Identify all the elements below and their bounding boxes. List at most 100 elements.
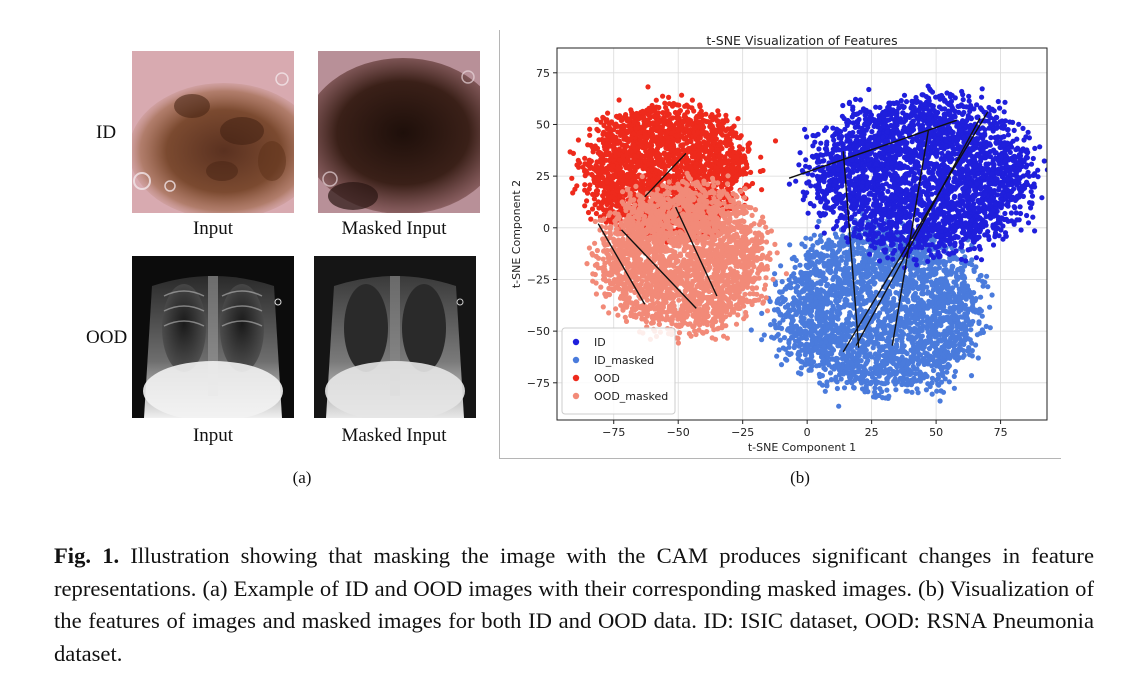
data-point — [836, 362, 842, 368]
data-point — [910, 353, 916, 359]
data-point — [998, 200, 1004, 206]
data-point — [774, 300, 780, 306]
data-point — [943, 282, 949, 288]
data-point — [942, 376, 948, 382]
data-point — [796, 162, 802, 168]
data-point — [795, 356, 801, 362]
data-point — [771, 318, 777, 324]
id-input-label: Input — [192, 218, 234, 239]
data-point — [894, 344, 900, 350]
data-point — [816, 259, 822, 265]
data-point — [969, 298, 975, 304]
data-point — [951, 304, 957, 310]
tsne-scatter-chart: t-SNE Visualization of Features−75 −50 −25… — [510, 33, 1048, 454]
data-point — [903, 371, 909, 377]
data-point — [780, 317, 786, 323]
data-point — [748, 327, 754, 333]
data-point — [798, 314, 804, 320]
data-point — [872, 280, 878, 286]
data-point — [967, 246, 973, 252]
data-point — [886, 156, 893, 162]
data-point — [932, 340, 938, 346]
data-point — [948, 331, 955, 337]
data-point — [896, 357, 902, 363]
data-point — [1011, 127, 1017, 133]
data-point — [943, 339, 949, 346]
data-point — [905, 332, 911, 338]
data-point — [845, 326, 851, 332]
data-point — [904, 388, 910, 394]
data-point — [942, 315, 949, 321]
data-point — [928, 293, 934, 299]
data-point — [1030, 214, 1036, 220]
data-point — [899, 335, 905, 341]
data-point — [845, 353, 851, 359]
data-point — [828, 286, 834, 292]
data-point — [855, 369, 861, 375]
data-point — [904, 284, 910, 290]
data-point — [934, 284, 940, 290]
data-point — [874, 358, 880, 364]
data-point — [892, 376, 898, 382]
data-point — [837, 371, 843, 378]
data-point — [833, 322, 839, 328]
data-point — [940, 331, 946, 337]
data-point — [813, 133, 819, 139]
data-point — [908, 320, 914, 326]
data-point — [830, 125, 836, 131]
data-point — [851, 339, 857, 345]
data-point — [815, 305, 822, 311]
data-point — [900, 361, 906, 367]
data-point — [793, 289, 799, 295]
data-point — [929, 380, 935, 386]
data-point — [957, 274, 963, 280]
data-point — [1029, 193, 1036, 199]
data-point — [1021, 159, 1027, 165]
data-point — [916, 268, 922, 274]
data-point — [886, 308, 892, 314]
data-point — [924, 290, 931, 296]
data-point — [759, 337, 765, 343]
data-point — [802, 193, 808, 199]
data-point — [790, 317, 796, 323]
data-point — [844, 291, 850, 297]
data-point — [966, 188, 972, 194]
data-point — [876, 116, 882, 122]
data-point — [954, 316, 960, 322]
data-point — [949, 289, 956, 296]
data-point — [829, 364, 835, 370]
data-point — [814, 224, 820, 230]
data-point — [836, 403, 842, 409]
data-point — [835, 303, 841, 310]
data-point — [917, 325, 923, 331]
data-point — [814, 286, 820, 292]
data-point — [809, 246, 815, 253]
data-point — [892, 355, 898, 361]
data-point — [822, 388, 828, 394]
data-point — [821, 127, 828, 133]
data-point — [934, 388, 940, 394]
data-point — [976, 310, 982, 316]
data-point — [907, 326, 913, 332]
data-point — [865, 152, 871, 158]
data-point — [1001, 109, 1007, 115]
data-point — [831, 243, 837, 249]
data-point — [928, 279, 934, 285]
data-point — [952, 312, 958, 318]
chart-title: t-SNE Visualization of Features — [706, 33, 897, 48]
data-point — [965, 317, 971, 323]
data-point — [822, 260, 828, 266]
ood-input-image — [132, 256, 294, 418]
data-point — [843, 261, 849, 267]
data-point — [1026, 135, 1032, 141]
data-point — [818, 238, 824, 244]
data-point — [865, 283, 871, 289]
data-point — [914, 386, 920, 392]
data-point — [894, 222, 900, 228]
data-point — [802, 286, 808, 292]
data-point — [824, 281, 831, 287]
data-point — [896, 151, 902, 158]
data-point — [929, 299, 935, 305]
data-point — [916, 305, 922, 311]
data-point — [793, 257, 799, 263]
